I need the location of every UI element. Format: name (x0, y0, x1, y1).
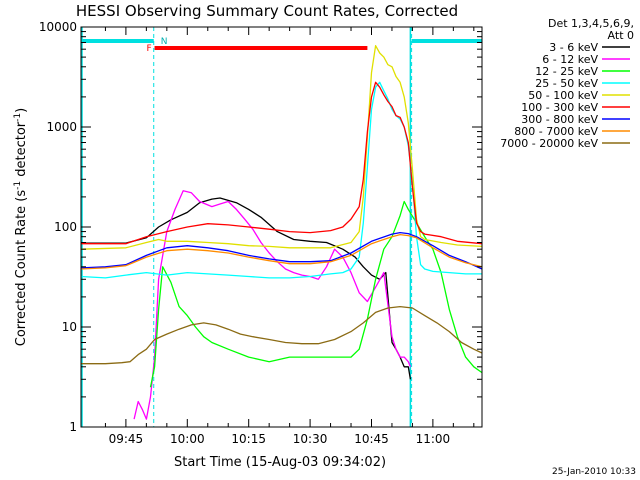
x-tick-label: 10:00 (170, 432, 205, 446)
night-label: N (161, 37, 168, 47)
x-tick-label: 10:15 (231, 432, 266, 446)
x-tick-label: 10:30 (293, 432, 328, 446)
legend-label-2: 6 - 12 keV (542, 53, 598, 66)
x-tick-label: 11:00 (416, 432, 451, 446)
legend-header: Det 1,3,4,5,6,9, Att 0 (548, 17, 634, 42)
y-axis-label-sup-1: -1 (13, 181, 23, 190)
legend-label-8: 800 - 7000 keV (514, 125, 598, 138)
series-line-9 (81, 305, 483, 365)
y-axis-label-b: detector (14, 121, 29, 181)
y-axis-label: Corrected Count Rate (s-1 detector-1) (13, 108, 29, 346)
y-tick-label: 10 (62, 320, 77, 334)
legend-label-4: 25 - 50 keV (535, 77, 598, 90)
x-tick-label: 10:45 (354, 432, 389, 446)
series-line-7 (80, 231, 483, 270)
series-line-5 (80, 45, 483, 250)
legend-label-3: 12 - 25 keV (535, 65, 598, 78)
flare-label: F (147, 44, 152, 54)
x-tick-label: 09:45 (109, 432, 144, 446)
legend-label-9: 7000 - 20000 keV (500, 137, 598, 150)
plot-area: NF (80, 27, 483, 427)
series-line-3 (149, 200, 483, 388)
series-line-6 (81, 81, 483, 245)
y-tick-label: 1 (69, 420, 77, 434)
y-tick-label: 10000 (39, 20, 77, 34)
series-line-1 (81, 197, 412, 380)
y-axis-label-sup-2: -1 (13, 113, 23, 122)
series-line-2 (133, 190, 412, 420)
chart-title: HESSI Observing Summary Count Rates, Cor… (76, 2, 458, 20)
legend-label-7: 300 - 800 keV (521, 113, 598, 126)
x-axis-label: Start Time (15-Aug-03 09:34:02) (174, 455, 386, 470)
y-tick-label: 1000 (46, 120, 77, 134)
y-axis-label-a: Corrected Count Rate (s (14, 190, 29, 347)
series-line-4 (80, 81, 482, 279)
y-tick-label: 100 (54, 220, 77, 234)
legend-label-6: 100 - 300 keV (521, 101, 598, 114)
legend-label-5: 50 - 100 keV (528, 89, 598, 102)
legend-header-line-2: Att 0 (608, 29, 634, 42)
plot-frame (80, 26, 483, 428)
series-line-8 (80, 233, 483, 270)
legend-label-1: 3 - 6 keV (549, 41, 598, 54)
axes: 09:45 10:00 10:15 10:30 10:45 11:00 1 10 100 1000… (39, 20, 482, 446)
footer-date: 25-Jan-2010 10:33 (552, 467, 636, 477)
y-axis-label-c: ) (14, 108, 29, 113)
legend-header-line-1: Det 1,3,4,5,6,9, (548, 17, 634, 30)
